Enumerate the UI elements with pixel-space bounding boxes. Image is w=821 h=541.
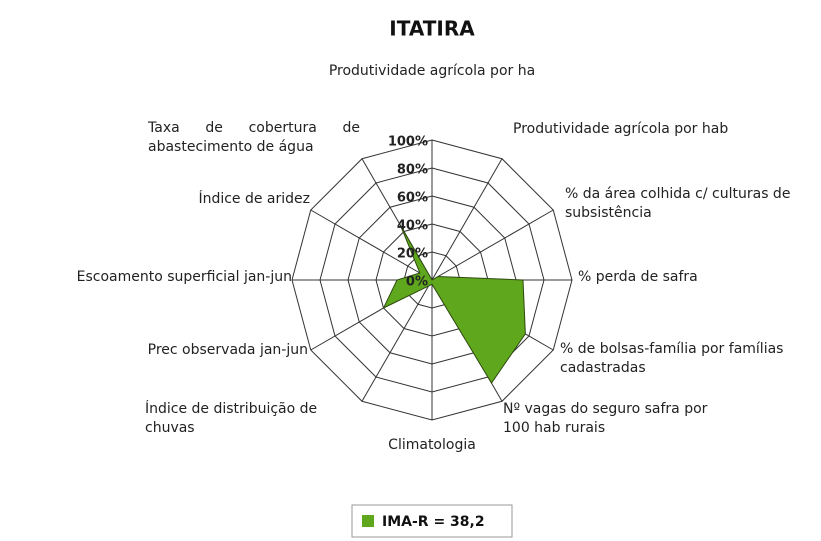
category-label: Produtividade agrícola por hab — [513, 121, 729, 137]
category-label: % da área colhida c/ culturas de subsist… — [565, 186, 791, 221]
chart-title: ITATIRA — [389, 17, 475, 41]
category-label: % perda de safra — [578, 269, 698, 285]
category-label: Taxa de cobertura de abastecimento de ág… — [148, 120, 360, 155]
category-label: Produtividade agrícola por ha — [328, 63, 536, 79]
legend-swatch — [362, 515, 374, 527]
legend: IMA-R = 38,2 — [351, 504, 513, 538]
r-tick-label: 0% — [406, 275, 428, 290]
category-label: Climatologia — [388, 437, 476, 453]
r-tick-label: 20% — [397, 247, 428, 262]
radar-area — [382, 225, 526, 384]
spoke — [310, 209, 433, 281]
r-tick-label: 60% — [397, 191, 428, 206]
category-label: Índice de distribuição de chuvas — [145, 401, 318, 436]
r-tick-label: 100% — [388, 135, 428, 150]
spoke — [361, 279, 433, 402]
category-label: Escoamento superficial jan-jun — [76, 269, 292, 285]
spoke — [431, 209, 554, 281]
category-label: Nº vagas do seguro safra por 100 hab rur… — [503, 401, 708, 436]
legend-label: IMA-R = 38,2 — [382, 514, 485, 530]
legend-box — [351, 504, 513, 538]
category-label: Índice de aridez — [198, 191, 310, 207]
spoke — [431, 158, 503, 281]
category-label: Prec observada jan-jun — [147, 342, 308, 358]
r-tick-label: 80% — [397, 163, 428, 178]
r-tick-label: 40% — [397, 219, 428, 234]
category-label: % de bolsas-família por famílias cadastr… — [560, 341, 784, 376]
